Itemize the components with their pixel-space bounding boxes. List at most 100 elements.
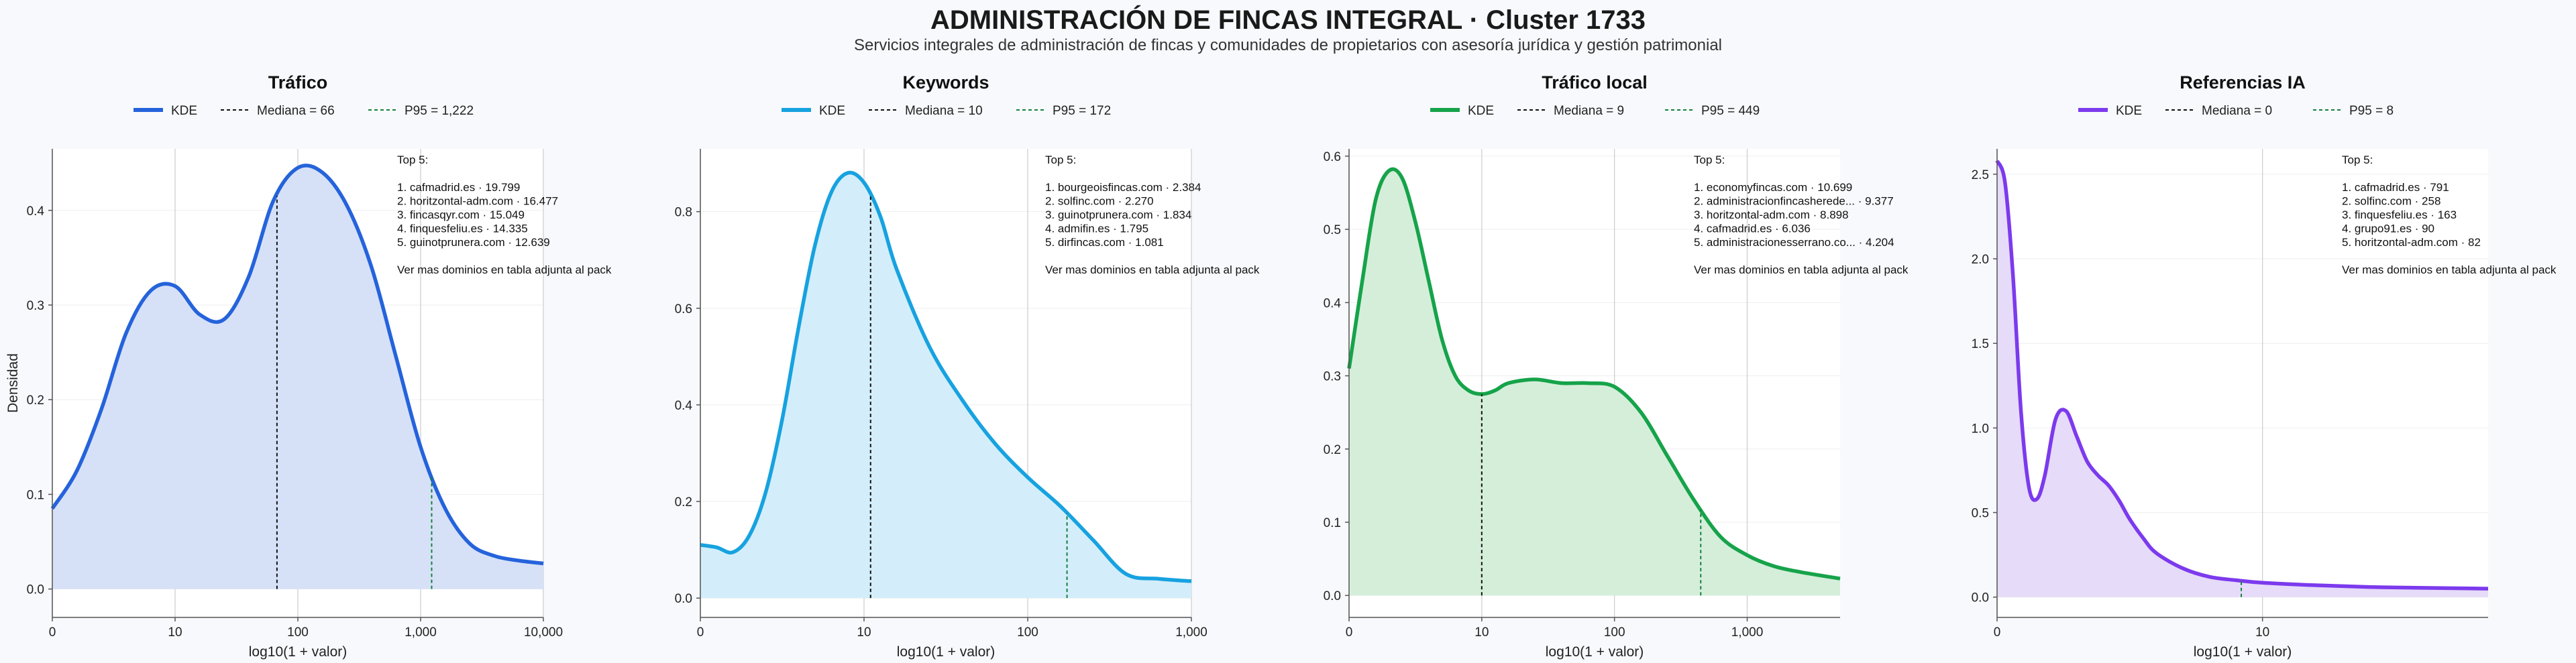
y-tick-label: 0.4 (675, 399, 693, 413)
x-tick-label: 0 (1994, 625, 2001, 640)
top5-annotation-line: Top 5: (2342, 154, 2373, 166)
x-axis-label: log10(1 + valor) (249, 644, 347, 660)
x-axis-label: log10(1 + valor) (2194, 644, 2292, 660)
top5-annotation-line: 4. finquesfeliu.es · 14.335 (397, 223, 528, 235)
kde-area (700, 172, 1191, 599)
top5-annotation-line: Ver mas dominios en tabla adjunta al pac… (397, 263, 612, 276)
chart-panel-3: 0 10 0.0 0.5 1.0 1.5 2.0 2.5 log10(1 + valor) Ref… (1972, 72, 2557, 660)
figure-subtitle: Servicios integrales de administración d… (853, 36, 1722, 54)
legend-p95-label: P95 = 8 (2349, 104, 2394, 118)
y-axis-label: Densidad (5, 353, 21, 413)
y-tick-label: 0.0 (1972, 591, 1989, 605)
x-tick-label: 0 (49, 625, 56, 640)
y-tick-label: 2.0 (1972, 253, 1989, 267)
top5-annotation-line: 5. guinotprunera.com · 12.639 (397, 236, 550, 249)
top5-annotation-line: Ver mas dominios en tabla adjunta al pac… (1045, 263, 1260, 276)
legend-median-label: Mediana = 66 (257, 104, 335, 118)
x-tick-label: 10 (168, 625, 182, 640)
top5-annotation-line: 3. guinotprunera.com · 1.834 (1045, 208, 1191, 221)
top5-annotation-line: 4. grupo91.es · 90 (2342, 223, 2434, 235)
y-tick-label: 0.6 (1324, 150, 1341, 164)
kde-curve (1995, 160, 2489, 591)
legend-median-label: Mediana = 0 (2202, 104, 2272, 118)
y-tick-label: 0.0 (1324, 589, 1341, 603)
top5-annotation-line: 5. administracionesserrano.co... · 4.204 (1694, 236, 1894, 249)
x-tick-label: 0 (697, 625, 704, 640)
legend-p95-label: P95 = 449 (1701, 104, 1760, 118)
top5-annotation-line: 5. horitzontal-adm.com · 82 (2342, 236, 2481, 249)
chart-panel-0: 0 10 100 1,000 10,000 0.0 0.1 0.2 0.3 0.4 log10(1 … (5, 72, 612, 660)
legend-kde-label: KDE (819, 104, 845, 118)
y-tick-label: 0.1 (1324, 516, 1341, 530)
legend-kde-label: KDE (1468, 104, 1494, 118)
panel-title: Tráfico (268, 72, 328, 93)
panel-title: Keywords (902, 72, 989, 93)
y-tick-label: 0.0 (675, 592, 692, 606)
top5-annotation-line: 5. dirfincas.com · 1.081 (1045, 236, 1164, 249)
kde-area (1997, 160, 2488, 597)
top5-annotation-line: 3. finquesfeliu.es · 163 (2342, 208, 2457, 221)
y-tick-label: 2.5 (1972, 168, 1989, 182)
y-tick-label: 0.6 (675, 302, 692, 316)
x-tick-label: 100 (1017, 625, 1038, 640)
legend-median-label: Mediana = 10 (905, 104, 983, 118)
y-tick-label: 0.2 (27, 394, 44, 408)
y-tick-label: 0.2 (675, 495, 692, 509)
y-tick-label: 0.4 (27, 204, 45, 219)
x-tick-label: 1,000 (1175, 625, 1208, 640)
top5-annotation-line: 3. fincasqyr.com · 15.049 (397, 208, 525, 221)
y-tick-label: 0.5 (1972, 507, 1989, 521)
top5-annotation-line: 1. economyfincas.com · 10.699 (1694, 181, 1852, 194)
chart-panel-2: 0 10 100 1,000 0.0 0.1 0.2 0.3 0.4 0.5 0.6 log10(1 … (1324, 72, 1909, 660)
x-tick-label: 100 (287, 625, 309, 640)
y-tick-label: 0.3 (1324, 370, 1341, 384)
top5-annotation-line: Top 5: (1045, 154, 1076, 166)
x-tick-label: 1,000 (405, 625, 437, 640)
top5-annotation-line: Top 5: (1694, 154, 1725, 166)
kde-area (1349, 169, 1840, 596)
legend-p95-label: P95 = 172 (1053, 104, 1111, 118)
y-tick-label: 0.3 (27, 299, 44, 313)
top5-annotation-line: 1. cafmadrid.es · 19.799 (397, 181, 520, 194)
y-tick-label: 0.1 (27, 488, 44, 502)
panel-title: Tráfico local (1542, 72, 1648, 93)
top5-annotation-line: 2. solfinc.com · 2.270 (1045, 195, 1154, 208)
x-tick-label: 100 (1604, 625, 1625, 640)
x-tick-label: 10 (1474, 625, 1489, 640)
top5-annotation-line: 4. admifin.es · 1.795 (1045, 223, 1148, 235)
top5-annotation-line: 1. bourgeoisfincas.com · 2.384 (1045, 181, 1201, 194)
kde-curve (1347, 167, 1841, 581)
kde-area (52, 165, 543, 589)
x-tick-label: 10,000 (524, 625, 563, 640)
figure-title: ADMINISTRACIÓN DE FINCAS INTEGRAL · Clus… (930, 5, 1646, 35)
x-tick-label: 0 (1346, 625, 1353, 640)
y-tick-label: 0.0 (27, 583, 44, 597)
y-tick-label: 1.5 (1972, 337, 1989, 351)
legend-p95-label: P95 = 1,222 (405, 104, 474, 118)
top5-annotation-line: Ver mas dominios en tabla adjunta al pac… (1694, 263, 1909, 276)
top5-annotation-line: 2. administracionfincasherede... · 9.377 (1694, 195, 1894, 208)
legend-median-label: Mediana = 9 (1554, 104, 1624, 118)
y-tick-label: 1.0 (1972, 422, 1989, 436)
kde-curve (50, 164, 544, 566)
x-axis-label: log10(1 + valor) (1546, 644, 1644, 660)
top5-annotation-line: Top 5: (397, 154, 428, 166)
y-tick-label: 0.5 (1324, 223, 1341, 237)
top5-annotation-line: 1. cafmadrid.es · 791 (2342, 181, 2449, 194)
x-tick-label: 10 (857, 625, 871, 640)
y-tick-label: 0.8 (675, 206, 692, 220)
top5-annotation-line: 2. horitzontal-adm.com · 16.477 (397, 195, 558, 208)
x-axis-label: log10(1 + valor) (897, 644, 996, 660)
top5-annotation-line: 2. solfinc.com · 258 (2342, 195, 2440, 208)
panel-title: Referencias IA (2180, 72, 2306, 93)
legend-kde-label: KDE (171, 104, 197, 118)
top5-annotation-line: Ver mas dominios en tabla adjunta al pac… (2342, 263, 2557, 276)
top5-annotation-line: 4. cafmadrid.es · 6.036 (1694, 223, 1811, 235)
legend-kde-label: KDE (2116, 104, 2142, 118)
y-tick-label: 0.2 (1324, 443, 1341, 457)
x-tick-label: 10 (2255, 625, 2269, 640)
y-tick-label: 0.4 (1324, 296, 1342, 310)
x-tick-label: 1,000 (1731, 625, 1764, 640)
top5-annotation-line: 3. horitzontal-adm.com · 8.898 (1694, 208, 1849, 221)
